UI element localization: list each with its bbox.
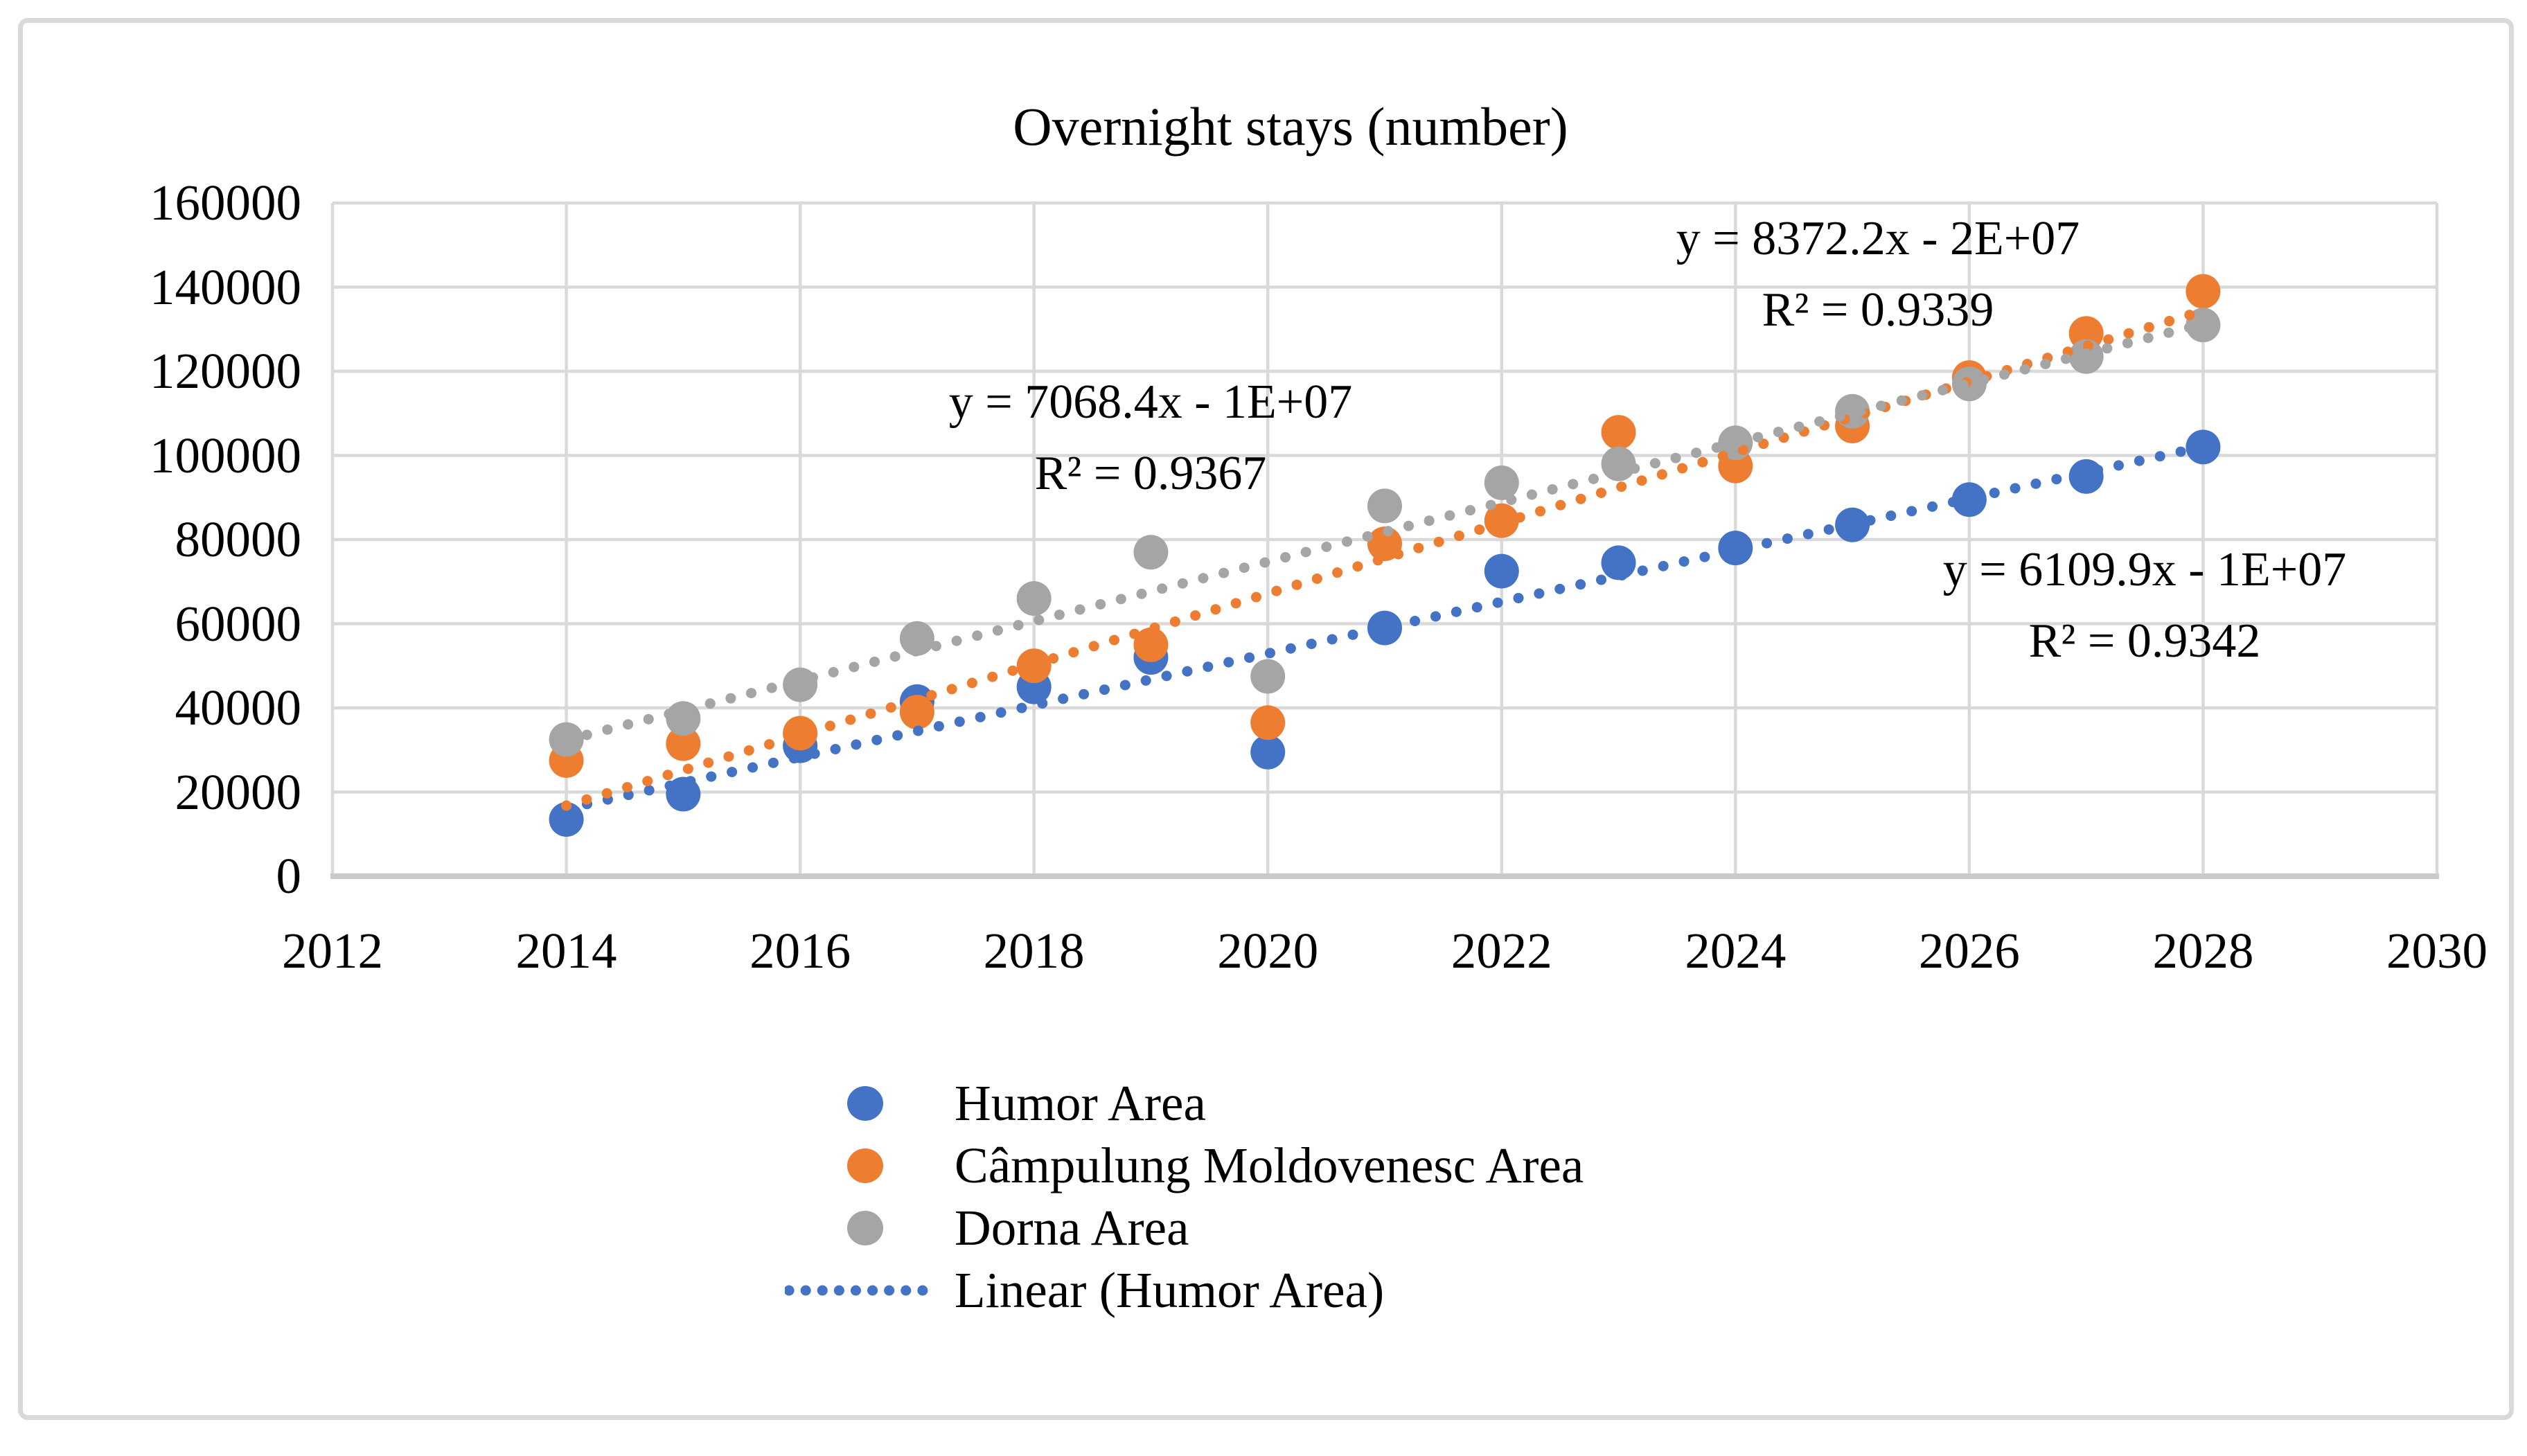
data-point — [1250, 734, 1286, 770]
data-point — [1250, 659, 1286, 694]
legend-item-humor: Humor Area — [23, 1072, 1685, 1135]
y-tick-label: 100000 — [150, 427, 301, 483]
legend-label: Dorna Area — [955, 1200, 1189, 1256]
x-tick-label: 2018 — [983, 923, 1085, 979]
x-tick-label: 2030 — [2386, 923, 2488, 979]
y-tick-label: 80000 — [175, 511, 302, 567]
trendline-equation-dorna: y = 7068.4x - 1E+07 R² = 0.9367 — [949, 366, 1353, 509]
data-point — [1367, 488, 1402, 524]
legend-item-linear-humor: Linear (Humor Area) — [23, 1259, 1685, 1322]
data-point — [1484, 553, 1519, 589]
equation-text: y = 7068.4x - 1E+07 — [948, 375, 1353, 429]
legend-item-campulung: Câmpulung Moldovenesc Area — [23, 1135, 1685, 1197]
x-tick-label: 2012 — [282, 923, 383, 979]
chart-frame: Overnight stays (number) 0 20000 40000 6000… — [18, 18, 2514, 1420]
data-point — [1601, 545, 1636, 580]
x-tick-label: 2026 — [1918, 923, 2020, 979]
data-point — [899, 621, 934, 656]
y-tick-label: 160000 — [150, 175, 301, 231]
legend-label: Linear (Humor Area) — [955, 1262, 1385, 1318]
data-point — [1250, 705, 1286, 740]
r-squared-text: R² = 0.9339 — [1762, 283, 1994, 337]
equation-text: y = 8372.2x - 2E+07 — [1676, 212, 2080, 265]
data-point — [1601, 415, 1636, 450]
x-tick-label: 2022 — [1451, 923, 1552, 979]
y-tick-label: 120000 — [150, 343, 301, 399]
data-point — [1484, 465, 1519, 500]
dorna-dot-icon — [847, 1211, 883, 1245]
trendline-equation-humor: y = 6109.9x - 1E+07 R² = 0.9342 — [1943, 534, 2347, 677]
r-squared-text: R² = 0.9342 — [2028, 614, 2261, 668]
trendline-equation-campulung: y = 8372.2x - 2E+07 R² = 0.9339 — [1676, 203, 2080, 346]
campulung-dot-icon — [847, 1148, 883, 1183]
data-point — [2185, 274, 2221, 309]
chart-title: Overnight stays (number) — [1013, 96, 1568, 157]
x-tick-label: 2028 — [2152, 923, 2254, 979]
r-squared-text: R² = 0.9367 — [1034, 447, 1267, 500]
data-point — [1133, 627, 1169, 662]
y-tick-label: 40000 — [175, 680, 302, 736]
equation-text: y = 6109.9x - 1E+07 — [1942, 543, 2347, 596]
x-tick-label: 2014 — [515, 923, 617, 979]
y-tick-label: 140000 — [150, 258, 301, 315]
x-tick-label: 2020 — [1217, 923, 1319, 979]
data-point — [666, 726, 701, 761]
x-tick-label: 2024 — [1685, 923, 1786, 979]
trendline — [561, 441, 2208, 814]
legend-item-dorna: Dorna Area — [23, 1197, 1685, 1259]
trendline — [561, 305, 2208, 811]
data-point — [1367, 610, 1402, 646]
data-point — [899, 695, 934, 730]
y-tick-label: 60000 — [175, 595, 302, 652]
x-tick-label: 2016 — [750, 923, 851, 979]
legend-label: Humor Area — [955, 1075, 1206, 1131]
y-tick-label: 0 — [276, 848, 302, 904]
data-point — [1016, 581, 1052, 616]
data-point — [1133, 535, 1169, 570]
humor-dot-icon — [847, 1086, 883, 1121]
dotted-line-icon — [785, 1285, 940, 1296]
y-tick-label: 20000 — [175, 763, 302, 820]
scatter-plot-canvas — [330, 201, 2439, 879]
trendline — [561, 319, 2208, 745]
legend-label: Câmpulung Moldovenesc Area — [955, 1137, 1584, 1193]
data-point — [549, 801, 584, 837]
